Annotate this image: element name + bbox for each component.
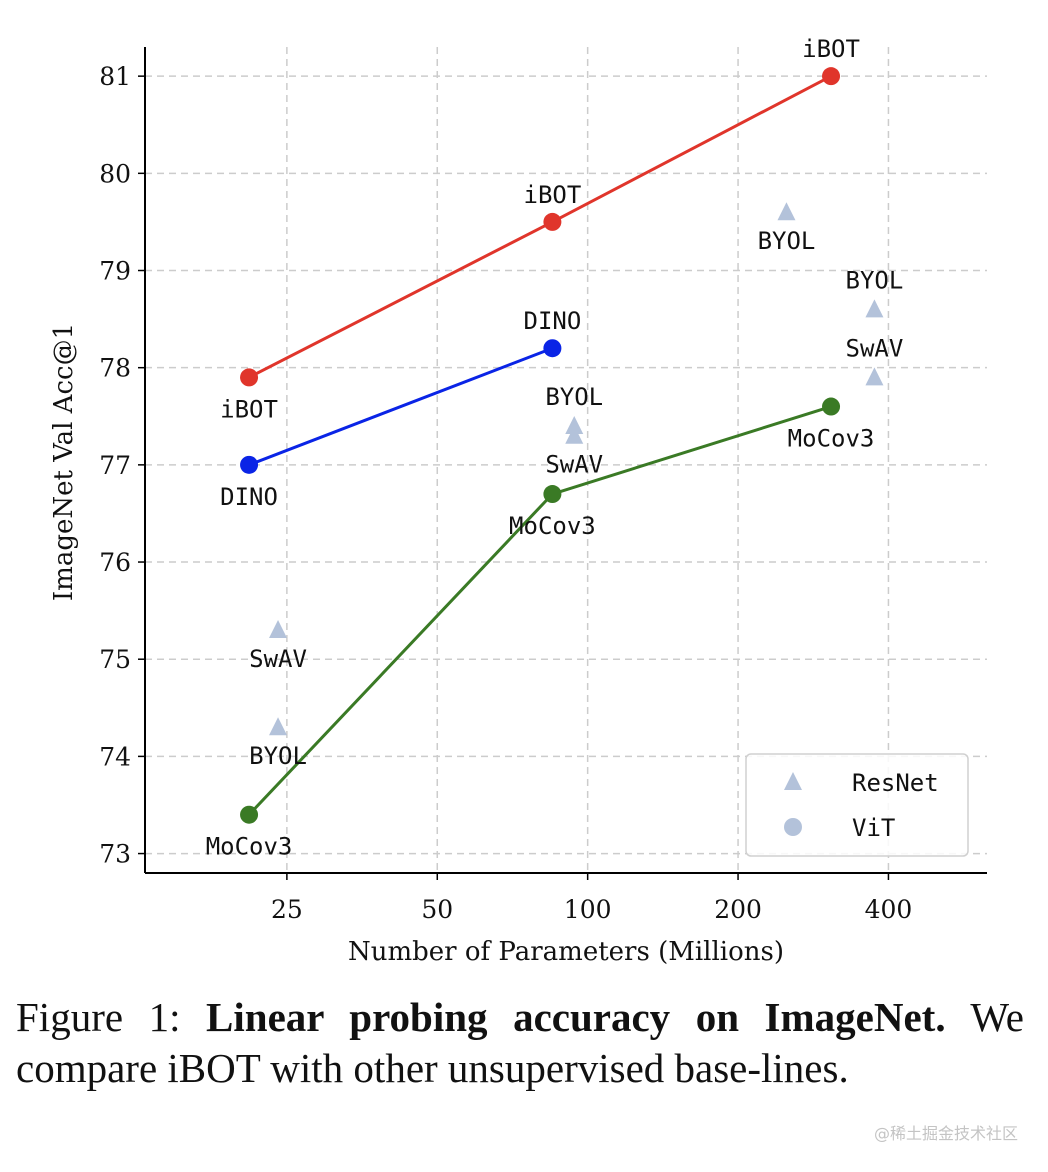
resnet-point-byol — [865, 299, 884, 318]
point-dino — [543, 339, 562, 358]
y-tick-label: 74 — [99, 742, 131, 771]
legend-box — [745, 753, 969, 857]
y-tick-label: 77 — [99, 451, 131, 480]
resnet-point-label: BYOL — [249, 742, 307, 770]
series-line-dino — [248, 346, 553, 467]
y-tick-label: 81 — [99, 62, 131, 91]
y-axis-title: ImageNet Val Acc@1 — [49, 323, 79, 601]
point-mocov3 — [543, 485, 562, 504]
watermark: @稀土掘金技术社区 — [873, 1124, 1018, 1143]
x-tick-label: 25 — [271, 895, 303, 924]
x-axis-title: Number of Parameters (Millions) — [348, 937, 784, 967]
resnet-point-byol — [269, 717, 288, 736]
legend-label-resnet: ResNet — [852, 769, 939, 797]
markers — [240, 67, 884, 824]
point-ibot — [543, 212, 562, 231]
caption-text: We compare iBOT with other unsupervised … — [16, 994, 1024, 1091]
axes — [144, 47, 987, 874]
resnet-point-swav — [865, 367, 884, 386]
point-ibot — [822, 67, 841, 86]
y-tick-label: 75 — [99, 645, 131, 674]
point-label: iBOT — [802, 35, 860, 63]
point-labels: iBOT iBOT iBOT DINO DINO MoCov3 MoCov3 MoCov3 Sw… — [206, 35, 904, 861]
legend-triangle-icon — [784, 772, 802, 790]
resnet-point-label: SwAV — [249, 645, 307, 673]
x-tick-label: 50 — [421, 895, 453, 924]
point-mocov3 — [822, 397, 841, 416]
point-label: DINO — [220, 483, 278, 511]
caption-prefix: Figure 1: — [16, 994, 207, 1040]
legend-circle-icon — [784, 818, 802, 836]
point-label: MoCov3 — [206, 833, 293, 861]
resnet-point-byol — [777, 202, 796, 221]
point-label: iBOT — [220, 395, 278, 423]
point-dino — [240, 455, 259, 474]
y-tick-label: 80 — [99, 159, 131, 188]
resnet-point-label: BYOL — [758, 227, 816, 255]
point-label: DINO — [524, 307, 582, 335]
y-tick-label: 73 — [99, 840, 131, 869]
y-tick-label: 78 — [99, 354, 131, 383]
point-label: MoCov3 — [509, 512, 596, 540]
resnet-point-label: SwAV — [545, 451, 603, 479]
resnet-point-label: BYOL — [846, 266, 904, 294]
resnet-point-swav — [269, 620, 288, 639]
caption-bold: Linear probing accuracy on ImageNet. — [206, 994, 946, 1040]
legend-label-vit: ViT — [852, 814, 895, 842]
point-label: MoCov3 — [788, 425, 875, 453]
y-tick-label: 76 — [99, 548, 131, 577]
point-label: iBOT — [524, 181, 582, 209]
series-line-mocov3 — [247, 405, 832, 816]
legend: ResNet ViT — [745, 753, 969, 857]
resnet-point-byol — [565, 415, 584, 434]
resnet-point-label: SwAV — [846, 334, 904, 362]
resnet-point-swav — [565, 425, 584, 444]
x-tick-label: 400 — [865, 895, 913, 924]
point-mocov3 — [240, 805, 259, 824]
y-tick-label: 79 — [99, 257, 131, 286]
figure-caption: Figure 1: Linear probing accuracy on Ima… — [16, 992, 1024, 1094]
point-ibot — [240, 368, 259, 387]
x-tick-label: 200 — [714, 895, 762, 924]
ticks: 73 74 75 76 77 78 79 80 81 25 50 100 200 400 — [99, 62, 912, 924]
x-tick-label: 100 — [564, 895, 612, 924]
resnet-point-label: BYOL — [545, 383, 603, 411]
